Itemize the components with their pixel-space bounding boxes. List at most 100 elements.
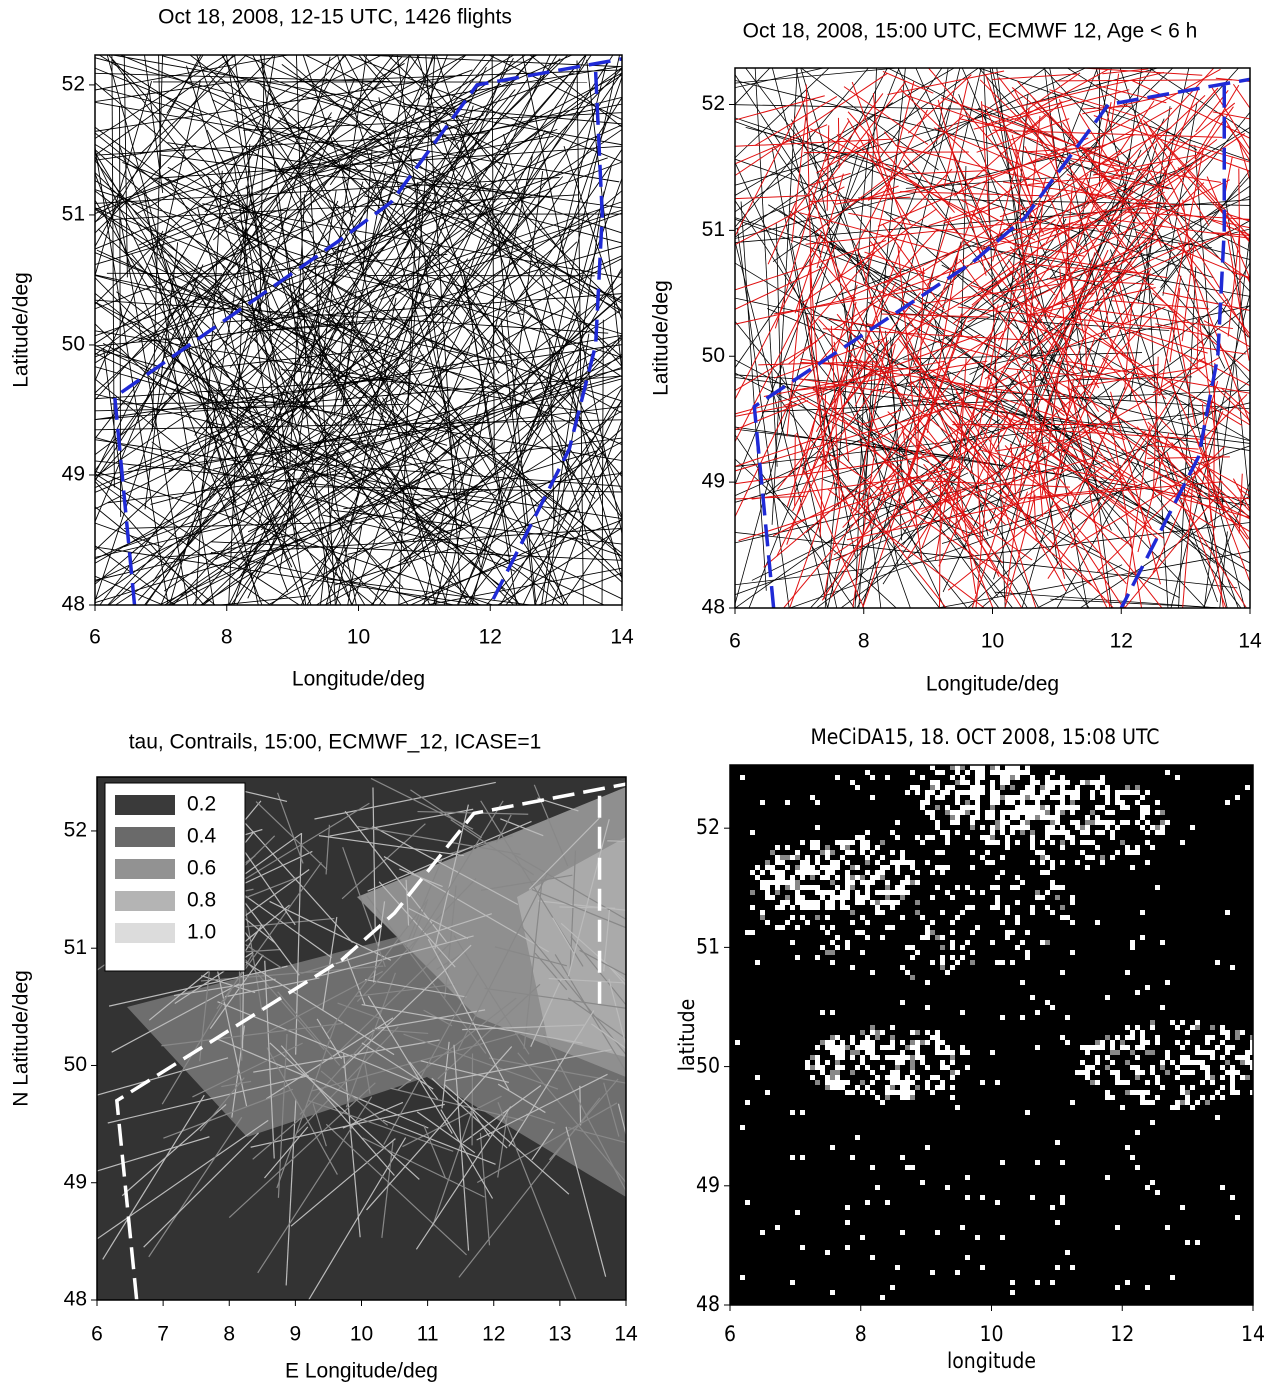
cloud-pixel	[815, 860, 820, 865]
cloud-pixel	[900, 885, 905, 890]
cloud-pixel	[910, 880, 915, 885]
x-tick-label: 8	[221, 626, 233, 649]
cloud-pixel	[1080, 1070, 1085, 1075]
cloud-pixel	[1060, 970, 1065, 975]
cloud-pixel	[1180, 1020, 1185, 1025]
cloud-pixel	[770, 850, 775, 855]
cloud-pixel	[1190, 1070, 1195, 1075]
cloud-pixel	[1105, 1090, 1110, 1095]
cloud-pixel	[785, 900, 790, 905]
cloud-pixel	[1195, 1045, 1200, 1050]
x-tick-label: 13	[548, 1323, 571, 1346]
x-tick-label: 8	[855, 1322, 867, 1346]
cloud-pixel	[955, 1070, 960, 1075]
cloud-pixel	[1140, 1045, 1145, 1050]
cloud-pixel	[965, 790, 970, 795]
cloud-pixel	[825, 900, 830, 905]
cloud-pixel	[775, 925, 780, 930]
cloud-pixel	[1060, 775, 1065, 780]
cloud-pixel	[1060, 915, 1065, 920]
cloud-pixel	[925, 935, 930, 940]
cloud-pixel	[1085, 840, 1090, 845]
cloud-pixel	[1005, 905, 1010, 910]
cloud-pixel	[1065, 780, 1070, 785]
cloud-pixel	[1175, 1100, 1180, 1105]
cloud-pixel	[790, 885, 795, 890]
cloud-pixel	[1115, 1070, 1120, 1075]
cloud-pixel	[1215, 1045, 1220, 1050]
cloud-pixel	[745, 1200, 750, 1205]
cloud-pixel	[945, 1050, 950, 1055]
cloud-pixel	[1050, 865, 1055, 870]
cloud-pixel	[1175, 1065, 1180, 1070]
cloud-pixel	[855, 1135, 860, 1140]
cloud-pixel	[830, 1070, 835, 1075]
cloud-pixel	[1020, 795, 1025, 800]
cloud-pixel	[1010, 930, 1015, 935]
cloud-pixel	[905, 1055, 910, 1060]
cloud-pixel	[990, 770, 995, 775]
cloud-pixel	[1060, 800, 1065, 805]
cloud-pixel	[870, 1040, 875, 1045]
cloud-pixel	[1000, 775, 1005, 780]
cloud-pixel	[1065, 805, 1070, 810]
cloud-pixel	[780, 880, 785, 885]
cloud-pixel	[1230, 1045, 1235, 1050]
cloud-pixel	[1035, 890, 1040, 895]
cloud-pixel	[875, 1095, 880, 1100]
cloud-pixel	[820, 925, 825, 930]
cloud-pixel	[925, 795, 930, 800]
cloud-pixel	[910, 865, 915, 870]
cloud-pixel	[1025, 805, 1030, 810]
cloud-pixel	[750, 870, 755, 875]
cloud-pixel	[1260, 1075, 1265, 1080]
cloud-pixel	[995, 795, 1000, 800]
cloud-pixel	[1260, 1060, 1265, 1065]
cloud-pixel	[1010, 810, 1015, 815]
cloud-pixel	[1055, 895, 1060, 900]
cloud-pixel	[840, 1040, 845, 1045]
cloud-pixel	[1080, 1045, 1085, 1050]
cloud-pixel	[1180, 1045, 1185, 1050]
cloud-pixel	[910, 975, 915, 980]
cloud-pixel	[805, 1065, 810, 1070]
cloud-pixel	[980, 770, 985, 775]
cloud-pixel	[1010, 815, 1015, 820]
cloud-pixel	[1235, 1035, 1240, 1040]
cloud-pixel	[1140, 795, 1145, 800]
cloud-pixel	[870, 900, 875, 905]
cloud-pixel	[990, 830, 995, 835]
cloud-pixel	[1150, 1120, 1155, 1125]
cloud-pixel	[780, 905, 785, 910]
cloud-pixel	[935, 1045, 940, 1050]
cloud-pixel	[1100, 775, 1105, 780]
cloud-pixel	[1020, 880, 1025, 885]
cloud-pixel	[1010, 830, 1015, 835]
cloud-pixel	[1075, 785, 1080, 790]
cloud-pixel	[1110, 1050, 1115, 1055]
cloud-pixel	[1105, 800, 1110, 805]
cloud-pixel	[815, 855, 820, 860]
cloud-pixel	[1080, 825, 1085, 830]
cloud-pixel	[1140, 935, 1145, 940]
cloud-pixel	[1075, 795, 1080, 800]
cloud-pixel	[1105, 995, 1110, 1000]
cloud-pixel	[945, 865, 950, 870]
cloud-pixel	[925, 1005, 930, 1010]
cloud-pixel	[935, 1050, 940, 1055]
cloud-pixel	[1025, 815, 1030, 820]
cloud-pixel	[1230, 1085, 1235, 1090]
cloud-pixel	[940, 1050, 945, 1055]
legend-label: 0.8	[187, 889, 216, 912]
cloud-pixel	[920, 800, 925, 805]
cloud-pixel	[965, 805, 970, 810]
cloud-pixel	[930, 1090, 935, 1095]
y-axis-label: latitude	[675, 999, 699, 1072]
cloud-pixel	[950, 820, 955, 825]
cloud-pixel	[855, 785, 860, 790]
cloud-pixel	[815, 825, 820, 830]
cloud-pixel	[900, 890, 905, 895]
cloud-pixel	[925, 835, 930, 840]
cloud-pixel	[885, 885, 890, 890]
cloud-pixel	[1125, 1080, 1130, 1085]
